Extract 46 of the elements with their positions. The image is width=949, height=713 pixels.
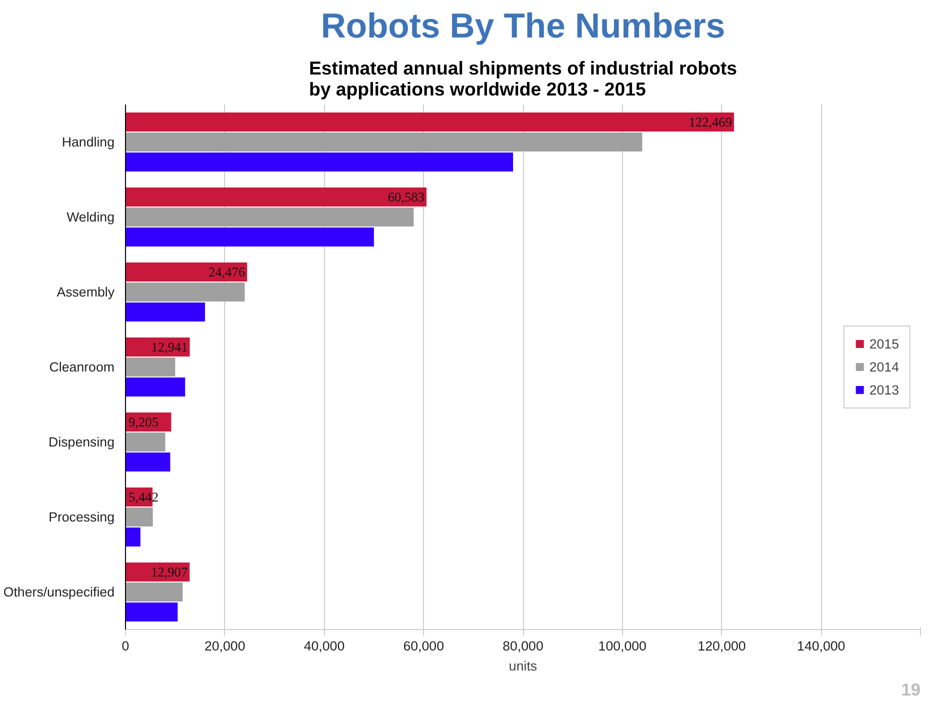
bar — [126, 302, 205, 322]
y-tick-label: Others/unspecified — [3, 584, 115, 600]
bar — [126, 602, 178, 622]
bar — [126, 208, 414, 226]
data-label: 24,476 — [208, 264, 246, 280]
chart-title: Robots By The Numbers — [320, 8, 726, 46]
x-tick-label: 80,000 — [502, 638, 544, 654]
y-tick-label: Welding — [66, 210, 115, 224]
text: 19 — [901, 680, 921, 700]
bar — [126, 508, 153, 526]
bar — [126, 338, 190, 356]
data-label: 122,469 — [688, 114, 732, 130]
bar — [126, 152, 514, 172]
bar — [126, 452, 170, 472]
x-tick-label: 40,000 — [304, 638, 345, 654]
y-tick-label: Dispensing — [48, 434, 115, 450]
x-tick-label: 100,000 — [598, 638, 646, 654]
y-tick-label: Processing — [48, 510, 115, 524]
data-label: 9,205 — [128, 414, 159, 430]
bar — [126, 582, 183, 602]
bar — [126, 188, 427, 206]
x-tick-label: 0 — [122, 638, 130, 654]
bar — [126, 432, 166, 452]
bar — [126, 358, 176, 376]
x-axis-title: units — [508, 658, 538, 674]
chart-subtitle: Estimated annual shipments of industrial robots by applications worldwide 2013 - 2015 — [308, 58, 738, 100]
legend-label: 2015 — [869, 336, 899, 351]
bar — [126, 378, 186, 396]
legend-label: 2014 — [869, 359, 899, 374]
bar — [126, 282, 245, 302]
bar — [126, 262, 248, 282]
y-tick-label: Handling — [62, 134, 115, 150]
bar — [126, 228, 374, 246]
x-tick-label: 120,000 — [698, 638, 746, 654]
data-label: 12,941 — [151, 340, 188, 354]
x-tick-label: 20,000 — [204, 638, 246, 654]
legend-label: 2013 — [869, 382, 899, 397]
data-label: 60,583 — [388, 190, 425, 204]
y-tick-label: Assembly — [56, 284, 115, 300]
x-tick-label: 60,000 — [403, 638, 444, 654]
y-tick-label: Cleanroom — [49, 360, 115, 374]
bar — [126, 132, 642, 152]
x-tick-label: 140,000 — [797, 638, 846, 654]
data-label: 12,907 — [150, 564, 188, 580]
bar — [126, 528, 140, 546]
bar — [126, 112, 734, 132]
